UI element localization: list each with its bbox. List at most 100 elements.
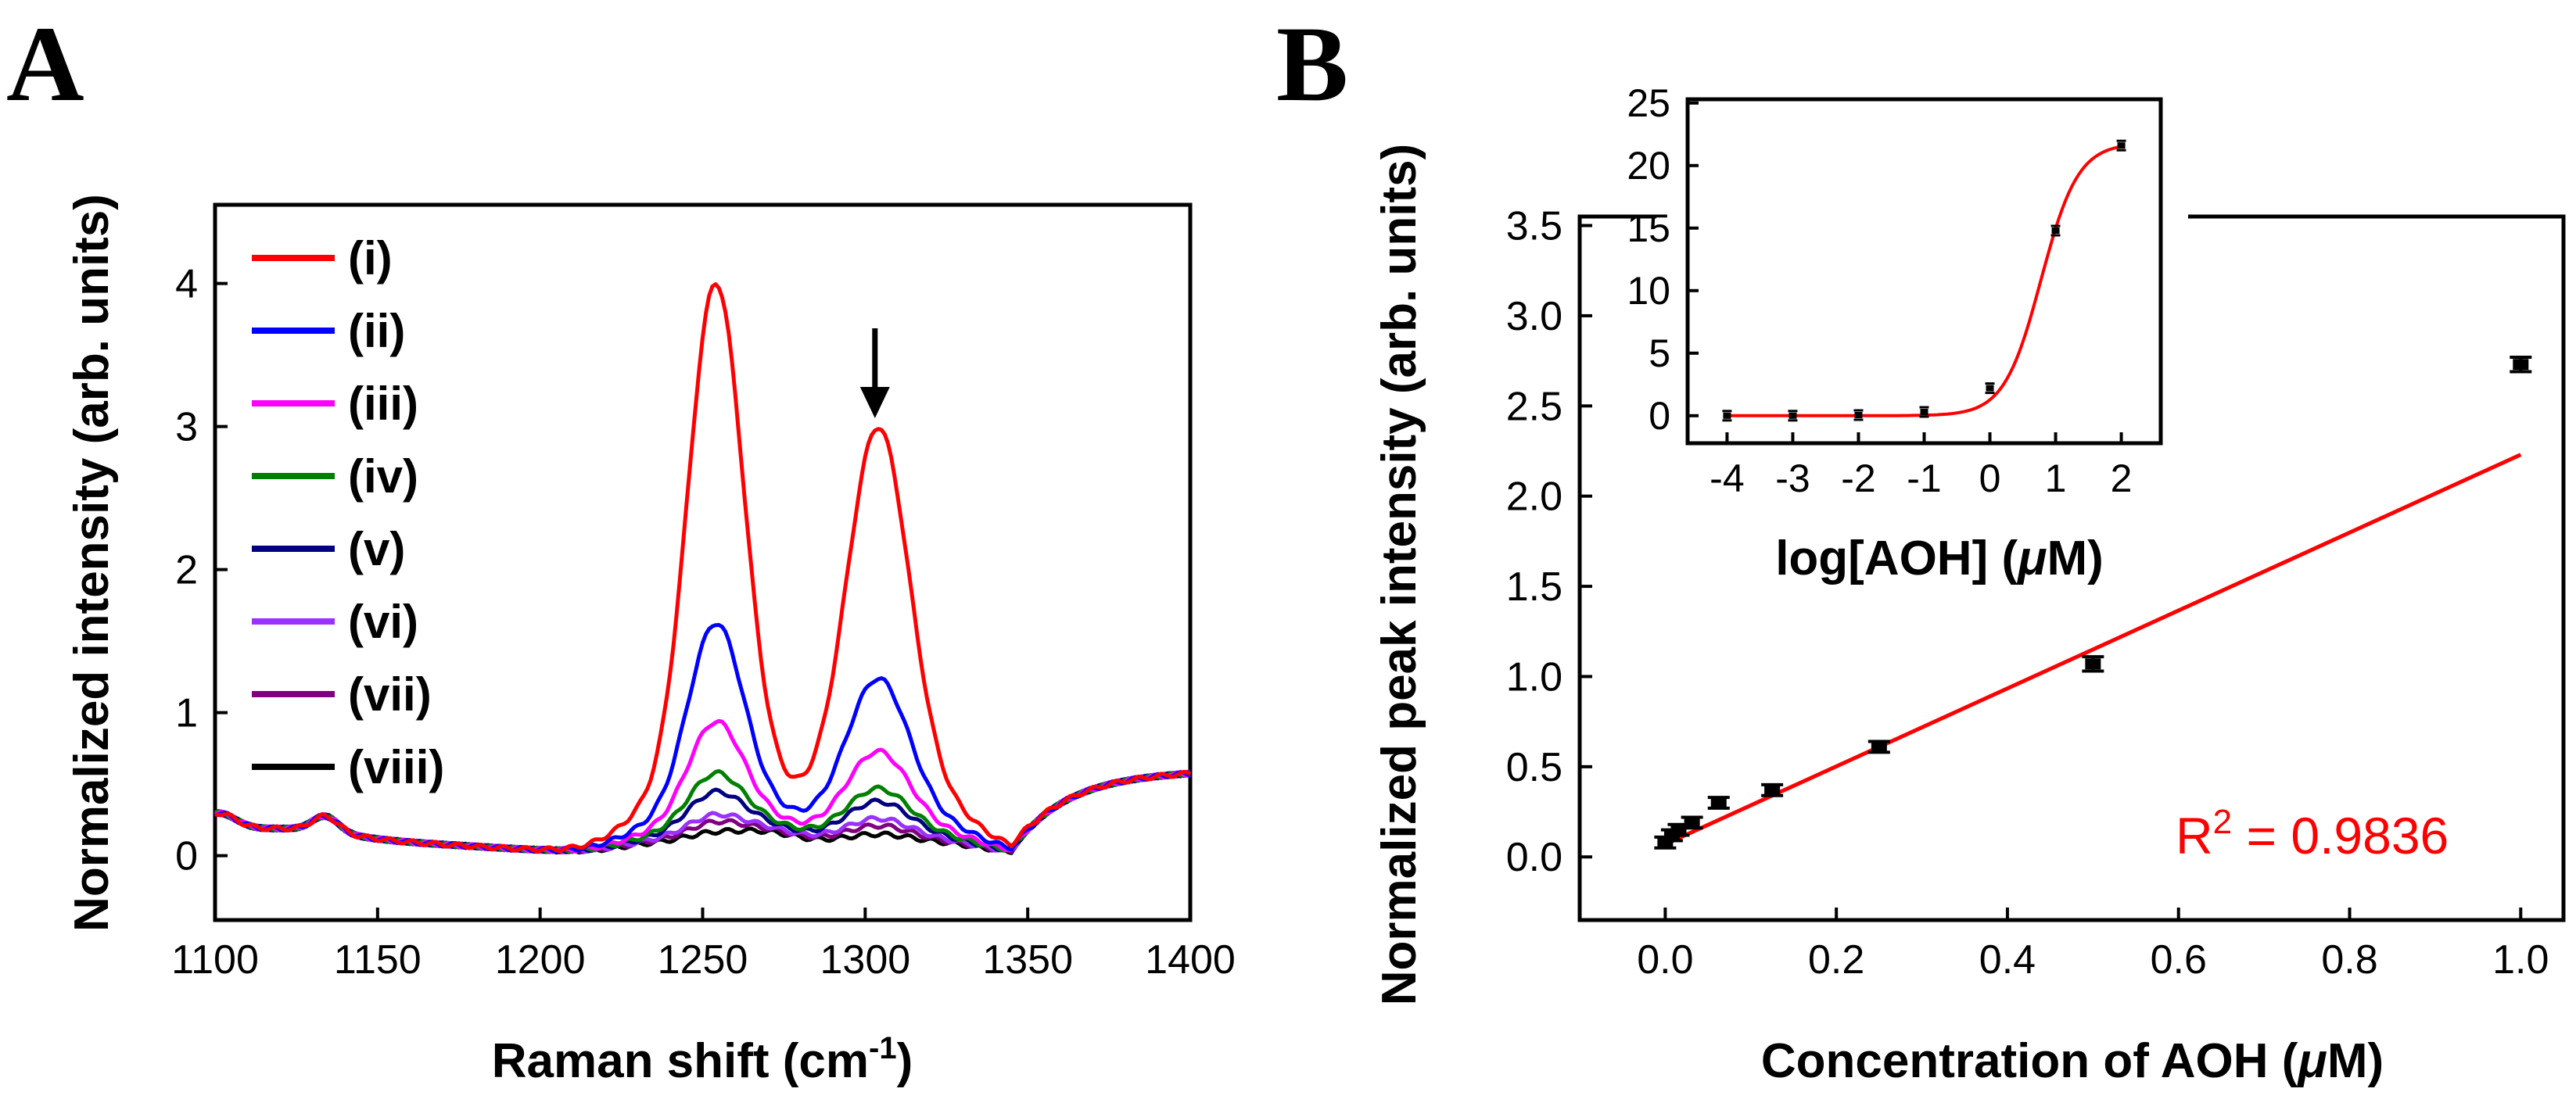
inset-x-tick-label: -1 <box>1907 457 1941 500</box>
inset-point-marker <box>1986 385 1994 392</box>
panel-a-y-tick-label: 2 <box>175 548 198 593</box>
panel-b-y-tick-label: 2.0 <box>1506 474 1562 520</box>
data-point-4 <box>1681 815 1703 830</box>
legend-label-5: (v) <box>348 523 405 575</box>
panel-a-series-group <box>213 282 1192 855</box>
panel-b-y-tick-label: 2.5 <box>1506 384 1562 429</box>
panel-label-b: B <box>1276 4 1348 124</box>
inset-data-points <box>1722 139 2126 422</box>
inset-y-tick-label: 5 <box>1649 331 1670 375</box>
inset-x-ticks: -4 -3 -2 -1 0 1 2 <box>1710 432 2132 500</box>
inset-y-tick-label: 25 <box>1627 81 1670 125</box>
inset-y-tick-label: 20 <box>1627 144 1670 188</box>
inset-point-marker <box>1788 412 1797 419</box>
panel-b-x-ticks: 0.0 0.2 0.4 0.6 0.8 1.0 <box>1637 908 2549 983</box>
point-marker <box>2085 658 2101 670</box>
inset-x-tick-label: 2 <box>2111 457 2133 500</box>
data-point-8 <box>2082 655 2104 673</box>
panel-a-legend: (i) (ii) (iii) (iv) (v) (vi) (vii) (viii) <box>252 232 444 793</box>
panel-b-x-tick-label: 0.0 <box>1637 937 1693 983</box>
inset-x-tick-label: -4 <box>1710 457 1744 500</box>
panel-b-y-tick-label: 0.0 <box>1506 835 1562 880</box>
inset-x-tick-label: -2 <box>1841 457 1875 500</box>
point-marker <box>1871 741 1887 753</box>
panel-label-a: A <box>6 4 84 124</box>
point-marker <box>1764 784 1781 796</box>
panel-a-y-tick-label: 1 <box>175 691 198 736</box>
inset-point-marker <box>2117 142 2126 149</box>
panel-a-x-tick-label: 1200 <box>495 937 586 983</box>
data-point-5 <box>1707 796 1730 810</box>
panel-b-x-tick-label: 0.2 <box>1808 937 1864 983</box>
panel-b-x-tick-label: 0.4 <box>1979 937 2036 983</box>
legend-label-4: (iv) <box>348 450 418 503</box>
panel-b-y-axis-label: Normalized peak intensity (arb. units) <box>1372 144 1426 1005</box>
legend-label-6: (vi) <box>348 596 418 648</box>
panel-b-x-axis-label: Concentration of AOH (μM) <box>1761 1034 2384 1088</box>
panel-a-x-tick-label: 1300 <box>820 937 910 983</box>
legend-label-8: (viii) <box>348 741 444 793</box>
panel-b-y-tick-label: 1.0 <box>1506 654 1562 700</box>
panel-b-y-tick-label: 3.0 <box>1506 294 1562 339</box>
inset-point-6 <box>2050 224 2061 237</box>
inset-y-tick-label: 0 <box>1649 394 1670 438</box>
panel-b-y-tick-label: 0.5 <box>1506 745 1562 790</box>
inset-point-marker <box>1854 412 1863 418</box>
point-marker <box>1684 817 1700 829</box>
inset-point-1 <box>1722 410 1732 422</box>
spectrum-line-1 <box>214 282 1192 854</box>
inset-y-ticks: 0 5 10 15 20 25 <box>1627 81 1699 438</box>
panel-a-x-tick-label: 1250 <box>658 937 748 983</box>
panel-a-y-tick-label: 0 <box>175 834 198 879</box>
panel-a-x-tick-label: 1400 <box>1145 937 1236 983</box>
panel-a-x-tick-label: 1150 <box>334 937 422 983</box>
panel-a-y-axis-label: Normalized intensity (arb. units) <box>65 194 119 932</box>
panel-a-y-ticks: 0 1 2 3 4 <box>175 262 228 879</box>
inset-point-3 <box>1853 409 1864 421</box>
panel-a-x-axis-label: Raman shift (cm-1) <box>492 1031 913 1088</box>
panel-a-y-tick-label: 3 <box>175 405 198 450</box>
legend-label-3: (iii) <box>348 378 418 430</box>
panel-b-y-ticks: 0.0 0.5 1.0 1.5 2.0 2.5 3.0 3.5 <box>1506 204 1592 880</box>
inset-point-4 <box>1919 406 1929 418</box>
inset-point-marker <box>2051 227 2060 234</box>
legend-label-1: (i) <box>348 232 393 285</box>
legend-label-2: (ii) <box>348 305 405 357</box>
inset-chart: 0 5 10 15 20 25 -4 -3 -2 -1 0 1 2 log[AOH] (μM) <box>1627 81 2188 585</box>
point-marker <box>1710 797 1727 808</box>
panel-b-x-tick-label: 0.8 <box>2321 937 2377 983</box>
panel-a-x-tick-label: 1350 <box>982 937 1073 983</box>
panel-a-x-ticks: 1100 1150 1200 1250 1300 1350 1400 <box>171 908 1236 983</box>
inset-point-7 <box>2116 139 2126 152</box>
inset-y-tick-label: 15 <box>1627 206 1670 250</box>
inset-x-tick-label: 0 <box>1979 457 2001 500</box>
r-squared-label: R2 = 0.9836 <box>2176 803 2449 865</box>
panel-b-chart: 0.0 0.5 1.0 1.5 2.0 2.5 3.0 3.5 0.0 0.2 0.4 0.6 0.8… <box>1372 81 2566 1088</box>
panel-a-y-tick-label: 4 <box>175 262 198 307</box>
panel-b-y-tick-label: 3.5 <box>1506 204 1562 249</box>
point-marker <box>2513 359 2529 371</box>
inset-point-5 <box>1985 382 1995 395</box>
data-point-7 <box>1867 739 1890 754</box>
peak-arrow <box>859 328 890 418</box>
inset-x-tick-label: 1 <box>2045 457 2067 500</box>
panel-b-x-tick-label: 1.0 <box>2492 937 2549 983</box>
panel-b-data-points <box>1654 356 2532 850</box>
panel-a-x-tick-label: 1100 <box>171 937 259 983</box>
point-marker <box>1670 824 1687 836</box>
inset-background <box>1656 97 2188 492</box>
inset-point-marker <box>1920 409 1928 415</box>
data-point-9 <box>2510 356 2532 374</box>
legend-label-7: (vii) <box>348 668 432 721</box>
linear-fit-line <box>1664 453 2522 847</box>
inset-x-axis-label: log[AOH] (μM) <box>1775 532 2104 585</box>
inset-x-tick-label: -3 <box>1775 457 1810 500</box>
panel-b-y-tick-label: 1.5 <box>1506 564 1562 610</box>
inset-y-tick-label: 10 <box>1627 269 1670 313</box>
data-point-6 <box>1761 782 1784 797</box>
inset-point-marker <box>1723 412 1731 419</box>
inset-point-2 <box>1788 410 1798 422</box>
panel-b-x-tick-label: 0.6 <box>2151 937 2207 983</box>
